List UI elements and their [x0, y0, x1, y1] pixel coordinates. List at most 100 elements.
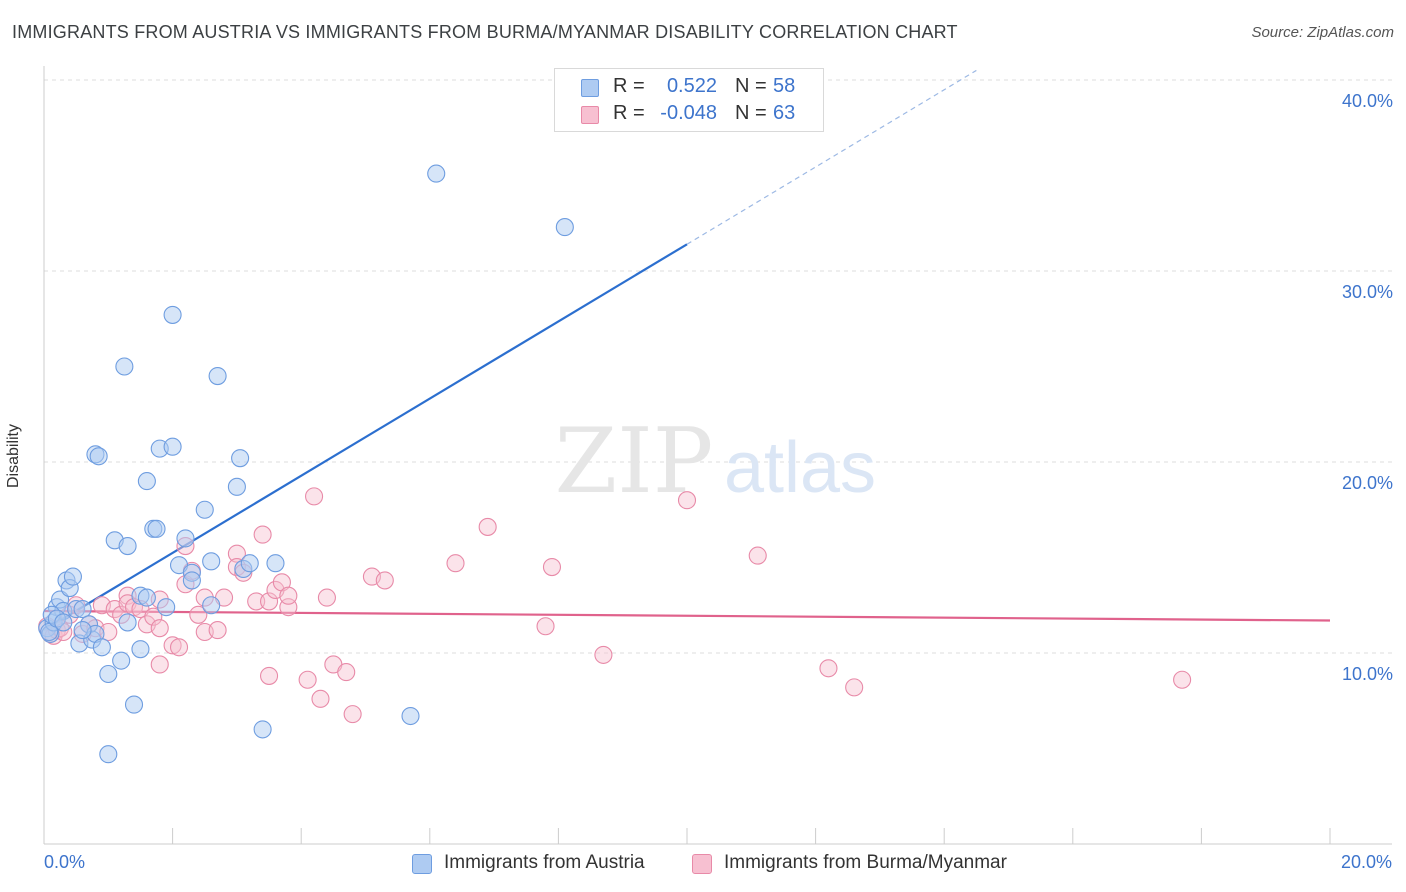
- watermark-zip: ZIP: [555, 409, 714, 514]
- austria-point: [555, 218, 574, 237]
- austria-point: [182, 571, 201, 590]
- austria-point: [73, 600, 92, 619]
- austria-point: [40, 622, 59, 642]
- austria-n-value: 58: [773, 75, 796, 97]
- burma-point: [279, 586, 298, 605]
- austria-point: [89, 447, 108, 466]
- gridlines: [44, 79, 1392, 654]
- burma-point: [594, 645, 613, 664]
- burma-point: [150, 655, 169, 674]
- data-points: [38, 164, 1192, 764]
- bottom-austria-label: Immigrants from Austria: [444, 852, 645, 873]
- austria-point: [124, 695, 144, 714]
- burma-point: [305, 487, 324, 506]
- austria-point: [92, 638, 111, 657]
- austria-point: [99, 664, 118, 684]
- austria-point: [163, 305, 182, 324]
- austria-point: [73, 621, 92, 640]
- austria-point: [99, 745, 118, 764]
- burma-point: [169, 638, 189, 657]
- austria-point: [131, 640, 150, 659]
- austria-r-value: 0.522: [666, 75, 717, 97]
- austria-point: [137, 588, 156, 607]
- austria-trend-line: [43, 243, 688, 632]
- burma-point: [144, 607, 163, 626]
- burma-point: [259, 666, 279, 685]
- burma-point: [227, 544, 246, 563]
- burma-point: [1173, 670, 1192, 689]
- burma-n-value: 63: [773, 102, 796, 124]
- austria-point: [427, 164, 446, 183]
- austria-swatch: [581, 79, 599, 97]
- burma-r-label: R =: [613, 102, 645, 124]
- austria-r-label: R =: [613, 75, 645, 97]
- bottom-austria-swatch: [412, 854, 432, 874]
- correlation-legend: R = 0.522 N = 58 R = -0.048 N = 63: [554, 68, 824, 132]
- burma-point: [189, 605, 208, 624]
- austria-point: [176, 529, 195, 548]
- burma-point: [343, 705, 362, 724]
- bottom-burma-label: Immigrants from Burma/Myanmar: [724, 852, 1007, 873]
- austria-point: [118, 613, 137, 632]
- austria-point: [240, 554, 259, 573]
- burma-point: [298, 670, 317, 689]
- burma-point: [337, 663, 356, 682]
- y-tick-label-10: 10.0%: [1342, 664, 1393, 684]
- y-tick-label-20: 20.0%: [1342, 473, 1393, 493]
- austria-point: [202, 552, 221, 571]
- burma-point: [208, 621, 227, 640]
- austria-point: [401, 706, 420, 726]
- watermark-atlas: atlas: [724, 428, 876, 508]
- burma-point: [253, 525, 272, 544]
- burma-point: [536, 617, 555, 636]
- burma-trend-line: [43, 609, 1331, 622]
- burma-swatch: [581, 106, 599, 124]
- bottom-burma-swatch: [692, 854, 712, 874]
- austria-point: [54, 613, 73, 632]
- austria-point: [202, 596, 221, 615]
- austria-point: [63, 567, 82, 586]
- austria-point: [231, 449, 250, 468]
- burma-point: [845, 678, 864, 697]
- burma-point: [259, 592, 279, 611]
- burma-point: [542, 557, 562, 577]
- austria-point: [227, 477, 246, 496]
- burma-r-value: -0.048: [660, 102, 717, 124]
- legend-row-austria: R = 0.522 N = 58: [555, 73, 823, 101]
- chart-title: IMMIGRANTS FROM AUSTRIA VS IMMIGRANTS FR…: [12, 22, 958, 42]
- burma-point: [247, 592, 266, 611]
- axes: [43, 66, 1392, 845]
- burma-point: [150, 619, 169, 638]
- burma-point: [163, 636, 182, 655]
- austria-point: [157, 598, 176, 617]
- burma-point: [446, 554, 465, 573]
- burma-n-label: N =: [735, 102, 767, 124]
- austria-point: [195, 500, 214, 519]
- austria-point: [115, 357, 134, 376]
- burma-point: [677, 491, 697, 510]
- x-tick-min: 0.0%: [44, 852, 86, 872]
- source-label: Source: ZipAtlas.com: [1251, 24, 1394, 41]
- burma-point: [478, 517, 497, 536]
- burma-point: [317, 588, 336, 607]
- austria-point: [112, 651, 131, 670]
- austria-point: [253, 720, 272, 739]
- austria-point: [147, 519, 166, 538]
- burma-point: [311, 689, 330, 708]
- y-tick-labels: 10.0% 20.0% 30.0% 40.0%: [1342, 91, 1393, 684]
- y-tick-label-30: 30.0%: [1342, 282, 1393, 302]
- x-tick-max: 20.0%: [1340, 852, 1392, 872]
- burma-point: [819, 659, 838, 678]
- y-axis-label: Disability: [5, 423, 22, 489]
- austria-point: [163, 437, 182, 456]
- y-tick-label-40: 40.0%: [1342, 91, 1393, 111]
- austria-point: [137, 472, 156, 491]
- austria-n-label: N =: [735, 75, 767, 97]
- burma-point: [748, 546, 767, 565]
- austria-point: [118, 536, 137, 556]
- legend-row-burma: R = -0.048 N = 63: [555, 100, 823, 128]
- burma-point: [375, 571, 394, 590]
- trend-lines: [43, 69, 1331, 632]
- austria-point: [266, 554, 285, 573]
